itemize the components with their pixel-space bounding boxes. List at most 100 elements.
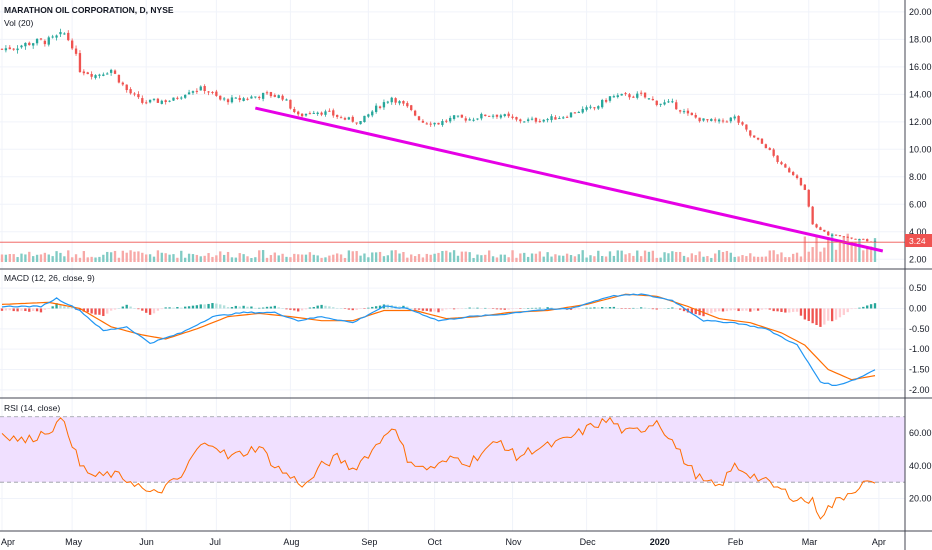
volume-bar [593, 256, 596, 262]
time-tick-label: Jul [209, 537, 221, 547]
time-tick-label: 2020 [650, 537, 670, 547]
macd-hist-bar [534, 307, 538, 309]
macd-hist-bar [363, 308, 366, 309]
volume-bar [242, 254, 245, 262]
macd-hist-bar [741, 308, 744, 311]
candle-body [328, 110, 331, 112]
candle-body [550, 116, 553, 121]
volume-bar [655, 257, 658, 262]
macd-hist-bar [628, 308, 631, 309]
macd-hist-bar [495, 308, 499, 310]
candle-body [219, 95, 222, 100]
macd-hist-bar [172, 307, 175, 309]
time-axis[interactable]: Apr May Jun Jul Aug Sep Oct Nov Dec 2020 Feb Mar Apr [1, 537, 886, 547]
volume-bar [460, 251, 464, 262]
candle-body [546, 119, 549, 121]
volume-bar [261, 250, 265, 262]
volume-bar [94, 257, 97, 262]
volume-bar [854, 241, 857, 262]
volume-bar [538, 251, 541, 262]
time-tick-label: Sep [361, 537, 377, 547]
volume-bar [273, 252, 276, 262]
macd-hist-bar [222, 305, 226, 309]
candle-body [830, 234, 834, 236]
candle-body [846, 236, 849, 238]
macd-axis[interactable]: 0.50 0.00 -0.50 -1.00 -1.50 -2.00 [909, 283, 930, 395]
candle-body [117, 74, 121, 83]
macd-hist-bar [659, 308, 662, 309]
volume-bar [28, 251, 31, 262]
candle-body [413, 110, 417, 116]
volume-bar [620, 250, 623, 262]
volume-bar [663, 252, 666, 262]
candle-body [269, 92, 273, 97]
candle-body [86, 72, 89, 75]
macd-hist-bar [772, 308, 775, 312]
candle-body [406, 103, 409, 107]
time-tick-label: Apr [1, 537, 15, 547]
volume-bar [484, 254, 487, 262]
volume-bar [137, 251, 140, 262]
volume-bar [519, 253, 522, 262]
candlesticks[interactable] [0, 28, 877, 243]
volume-bar [367, 257, 370, 262]
candle-body [511, 116, 514, 118]
candle-body [456, 115, 460, 117]
candle-body [164, 100, 167, 103]
price-axis[interactable]: 20.00 18.00 16.00 14.00 12.00 10.00 8.00 6.00 4.… [909, 7, 932, 264]
macd-hist-bar [203, 304, 206, 309]
macd-hist-bar [441, 308, 444, 311]
macd-hist-bar [480, 308, 483, 309]
candle-body [312, 112, 315, 114]
volume-bar [234, 257, 238, 262]
volume-bar [651, 250, 655, 262]
macd-hist-bar [121, 306, 124, 309]
volume-bar [608, 251, 612, 262]
volume-bar [70, 257, 74, 262]
volume-bar [429, 254, 432, 262]
macd-hist-bar [456, 308, 460, 310]
volume-bar [378, 251, 382, 262]
trendline[interactable] [254, 106, 884, 253]
volume-bar [67, 250, 70, 262]
candle-body [250, 96, 253, 99]
volume-bar [402, 251, 405, 262]
candle-body [55, 35, 58, 38]
macd-hist-bar [667, 308, 670, 309]
macd-hist-bar [215, 303, 218, 309]
volume-bar [90, 256, 93, 262]
volume-bar [51, 256, 54, 262]
candle-body [523, 121, 526, 123]
macd-hist-bar [624, 308, 627, 309]
volume-bar [0, 254, 4, 262]
volume-bar [121, 250, 124, 262]
macd-hist-bar [180, 307, 183, 309]
volume-bar [698, 251, 701, 262]
candle-body [226, 99, 230, 103]
volume-bar [35, 254, 39, 262]
macd-hist-bar [16, 308, 19, 312]
macd-hist-bar [250, 306, 253, 309]
volume-bar [616, 250, 619, 262]
candle-body [663, 102, 666, 105]
candle-body [113, 70, 117, 74]
candle-body [624, 93, 627, 95]
price-tick-label: 2.00 [909, 254, 927, 264]
volume-bar [753, 256, 756, 262]
macd-hist-bar [328, 306, 331, 309]
candle-body [320, 112, 323, 115]
rsi-axis[interactable]: 60.00 40.00 20.00 [909, 428, 932, 503]
rsi-tick-label: 20.00 [909, 494, 932, 504]
candle-body [491, 115, 495, 117]
volume-bar [636, 250, 639, 262]
volume-bar [807, 251, 810, 262]
macd-hist-bar [378, 305, 382, 309]
volume-bar [788, 257, 791, 262]
macd-hist-bar [569, 308, 573, 310]
volume-bar [269, 255, 273, 262]
candle-body [772, 149, 775, 156]
candle-body [374, 105, 378, 112]
volume-bar [55, 251, 58, 262]
volume-bar [480, 255, 483, 262]
